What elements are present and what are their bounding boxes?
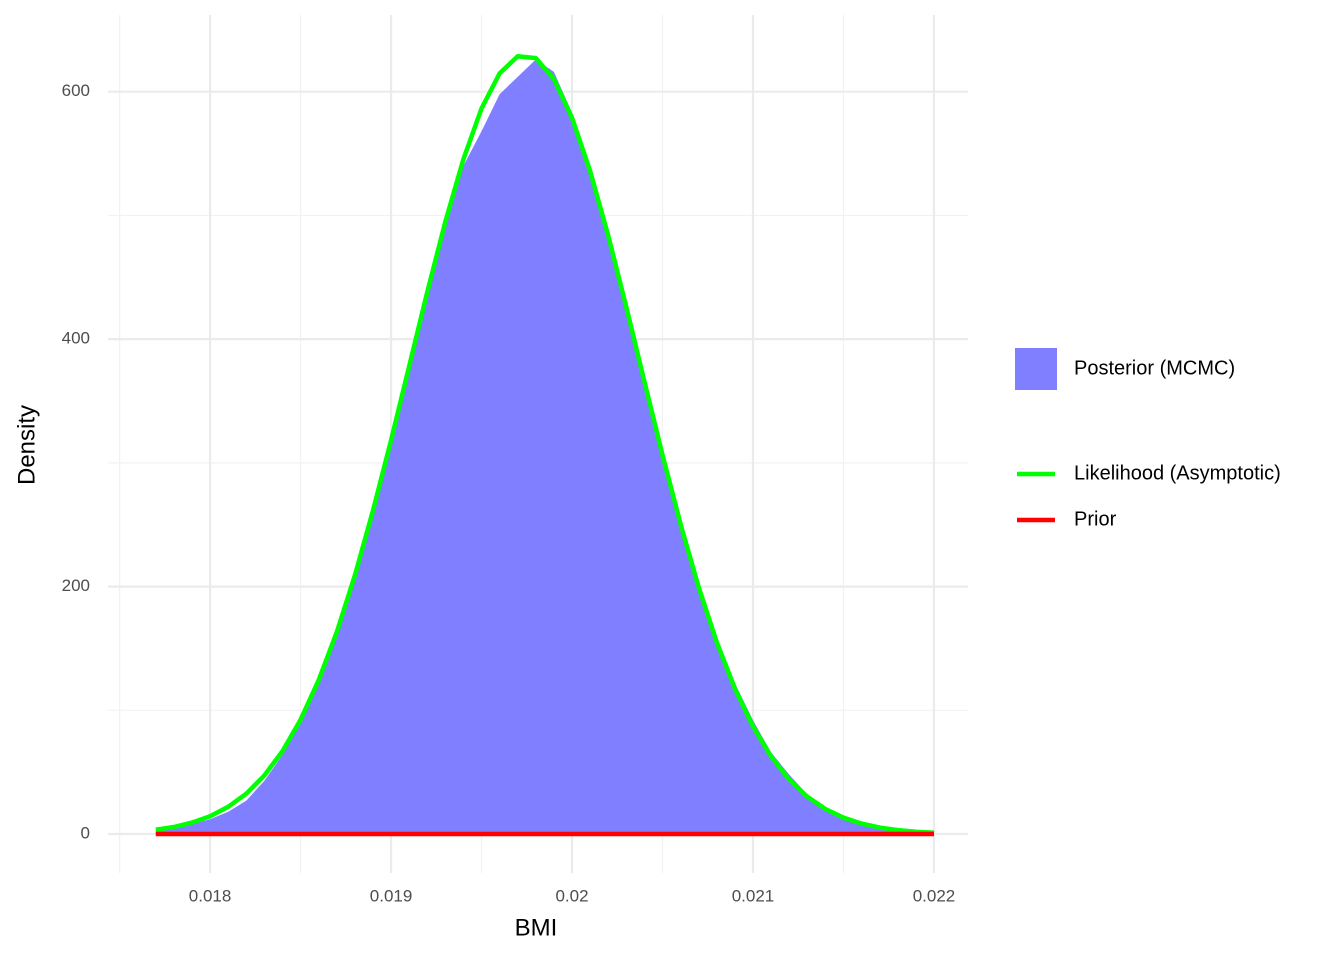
legend-label: Posterior (MCMC): [1074, 357, 1235, 379]
density-line: [155, 53, 935, 835]
legend-key: [1015, 348, 1057, 390]
legend-label: Likelihood (Asymptotic): [1074, 462, 1281, 484]
y-tick-label: 0: [81, 824, 90, 843]
x-tick-label: 0.019: [370, 886, 413, 905]
y-tick-label: 600: [62, 81, 90, 100]
x-tick-label: 0.022: [913, 886, 956, 905]
x-tick-label: 0.02: [555, 886, 588, 905]
y-tick-label: 200: [62, 576, 90, 595]
x-tick-label: 0.021: [732, 886, 775, 905]
density-area: [155, 59, 935, 835]
y-axis-title: Density: [13, 405, 40, 485]
legend-label: Prior: [1074, 508, 1117, 530]
x-tick-label: 0.018: [189, 886, 232, 905]
y-tick-label: 400: [62, 329, 90, 348]
x-axis-title: BMI: [515, 914, 558, 941]
